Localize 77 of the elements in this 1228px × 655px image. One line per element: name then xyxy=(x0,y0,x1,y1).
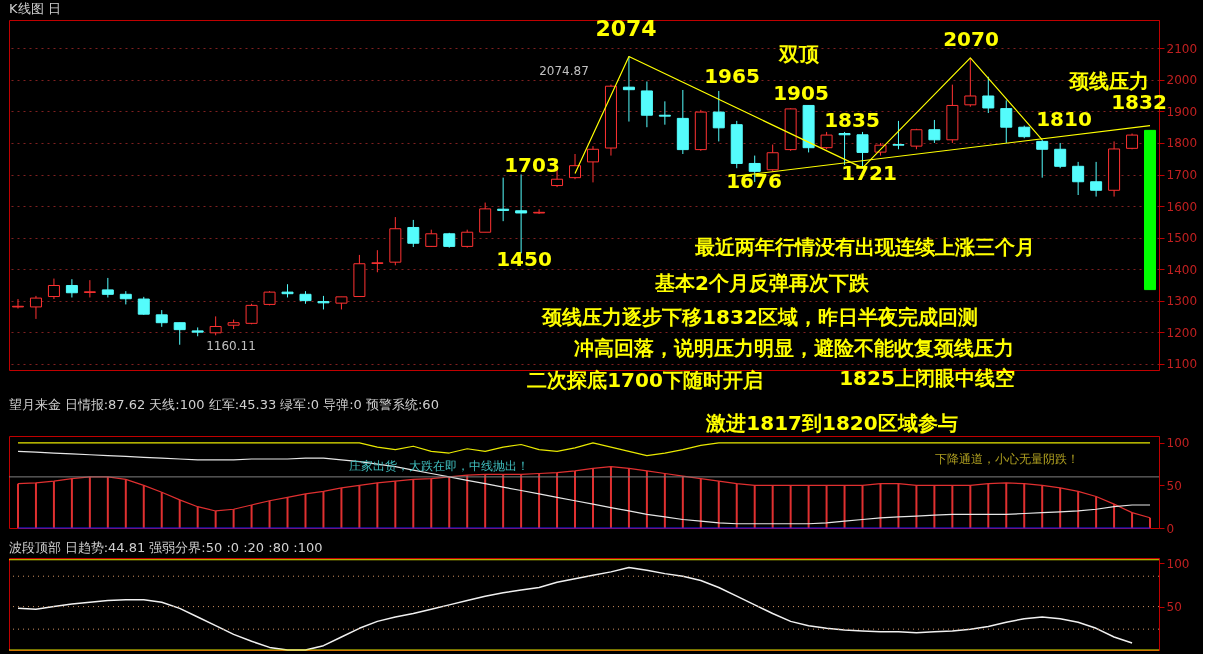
annotation: 下降通道，小心无量阴跌！ xyxy=(935,452,1079,466)
candlestick xyxy=(101,277,114,298)
annotation: 2070 xyxy=(943,26,999,51)
bar xyxy=(88,476,91,528)
y-tick-label: 1200 xyxy=(1166,325,1198,340)
y-tick-label: 100 xyxy=(1166,556,1190,571)
candlestick xyxy=(83,279,96,298)
y-tick-label: 1800 xyxy=(1166,136,1198,151)
candlestick xyxy=(533,208,546,215)
candlestick xyxy=(766,144,779,172)
annotation: 1905 xyxy=(773,80,829,105)
annotation: 1965 xyxy=(704,64,760,88)
annotation: 1160.11 xyxy=(206,339,256,353)
y-tick-label: 1100 xyxy=(1166,357,1198,372)
candlestick xyxy=(1000,99,1013,144)
y-tick-label: 1300 xyxy=(1166,294,1198,309)
candlestick xyxy=(928,119,941,144)
candlestick xyxy=(497,177,510,222)
annotation: 最近两年行情没有出现连续上涨三个月 xyxy=(694,235,1035,259)
bar xyxy=(106,476,109,528)
y-tick-label: 1900 xyxy=(1166,104,1198,119)
annotation: 双顶 xyxy=(778,42,820,66)
candlestick xyxy=(11,298,24,310)
annotation: 1450 xyxy=(496,247,552,272)
annotation: 颈线压力逐步下移1832区域，昨日半夜完成回测 xyxy=(541,305,978,329)
candlestick xyxy=(515,174,528,254)
candlestick xyxy=(1036,139,1049,179)
candlestick xyxy=(658,100,671,126)
annotation: 1703 xyxy=(504,153,560,177)
candlestick xyxy=(173,322,186,346)
line-series xyxy=(17,566,1133,651)
annotation: 1676 xyxy=(726,169,782,194)
y-tick-label: 50 xyxy=(1166,478,1182,493)
annotation: 基本2个月反弹再次下跌 xyxy=(654,271,870,295)
chart-title: 望月来金 日情报:87.62 天线:100 红军:45.33 绿军:0 导弹:0 预警系统:60 xyxy=(8,397,439,412)
candlestick xyxy=(209,315,222,336)
annotation: 颈线压力 xyxy=(1068,69,1149,93)
y-tick-label: 100 xyxy=(1166,436,1190,451)
y-tick-label: 50 xyxy=(1166,600,1182,615)
candlestick xyxy=(479,202,492,233)
y-tick-label: 0 xyxy=(1166,521,1175,536)
y-tick-label: 1700 xyxy=(1166,168,1198,182)
bar xyxy=(448,476,451,528)
bar xyxy=(466,475,469,528)
bar xyxy=(681,476,684,528)
candlestick xyxy=(569,153,582,180)
y-tick-label: 1400 xyxy=(1166,262,1198,277)
candlestick xyxy=(371,249,384,273)
annotation: 1835 xyxy=(824,107,880,132)
y-tick-label: 2100 xyxy=(1166,41,1198,56)
annotation: 2074 xyxy=(595,15,657,41)
annotation: 2074.87 xyxy=(539,64,589,78)
annotation: 1810 xyxy=(1036,106,1092,131)
candlestick xyxy=(1072,161,1085,196)
y-tick-label: 2000 xyxy=(1166,73,1198,88)
chart-title: 波段顶部 日趋势:44.81 强弱分界:50 :0 :20 :80 :100 xyxy=(8,540,323,556)
candlestick xyxy=(838,131,851,166)
annotation: 二次探底1700下随时开启 xyxy=(527,368,763,392)
candlestick xyxy=(47,278,60,300)
candlestick xyxy=(1090,161,1103,198)
candlestick xyxy=(964,57,977,108)
annotation: 冲高回落，说明压力明显，避险不能收复颈线压力 xyxy=(574,336,1014,360)
candlestick xyxy=(712,90,725,142)
y-tick-label: 1600 xyxy=(1166,199,1198,214)
candlestick xyxy=(29,295,42,320)
text: 激进1817到1820区域参与 xyxy=(705,411,958,435)
candlestick xyxy=(1054,142,1067,169)
line-series xyxy=(17,450,1151,525)
candlestick xyxy=(586,145,599,183)
y-tick-label: 1500 xyxy=(1166,231,1198,246)
candlestick xyxy=(892,120,905,150)
candlestick xyxy=(65,278,78,298)
chart-title: K线图 日 xyxy=(9,0,61,16)
annotation: 1825上闭眼中线空 xyxy=(839,366,1015,390)
candlestick xyxy=(407,219,420,248)
candlestick xyxy=(982,76,995,114)
annotation: 1721 xyxy=(841,160,897,185)
